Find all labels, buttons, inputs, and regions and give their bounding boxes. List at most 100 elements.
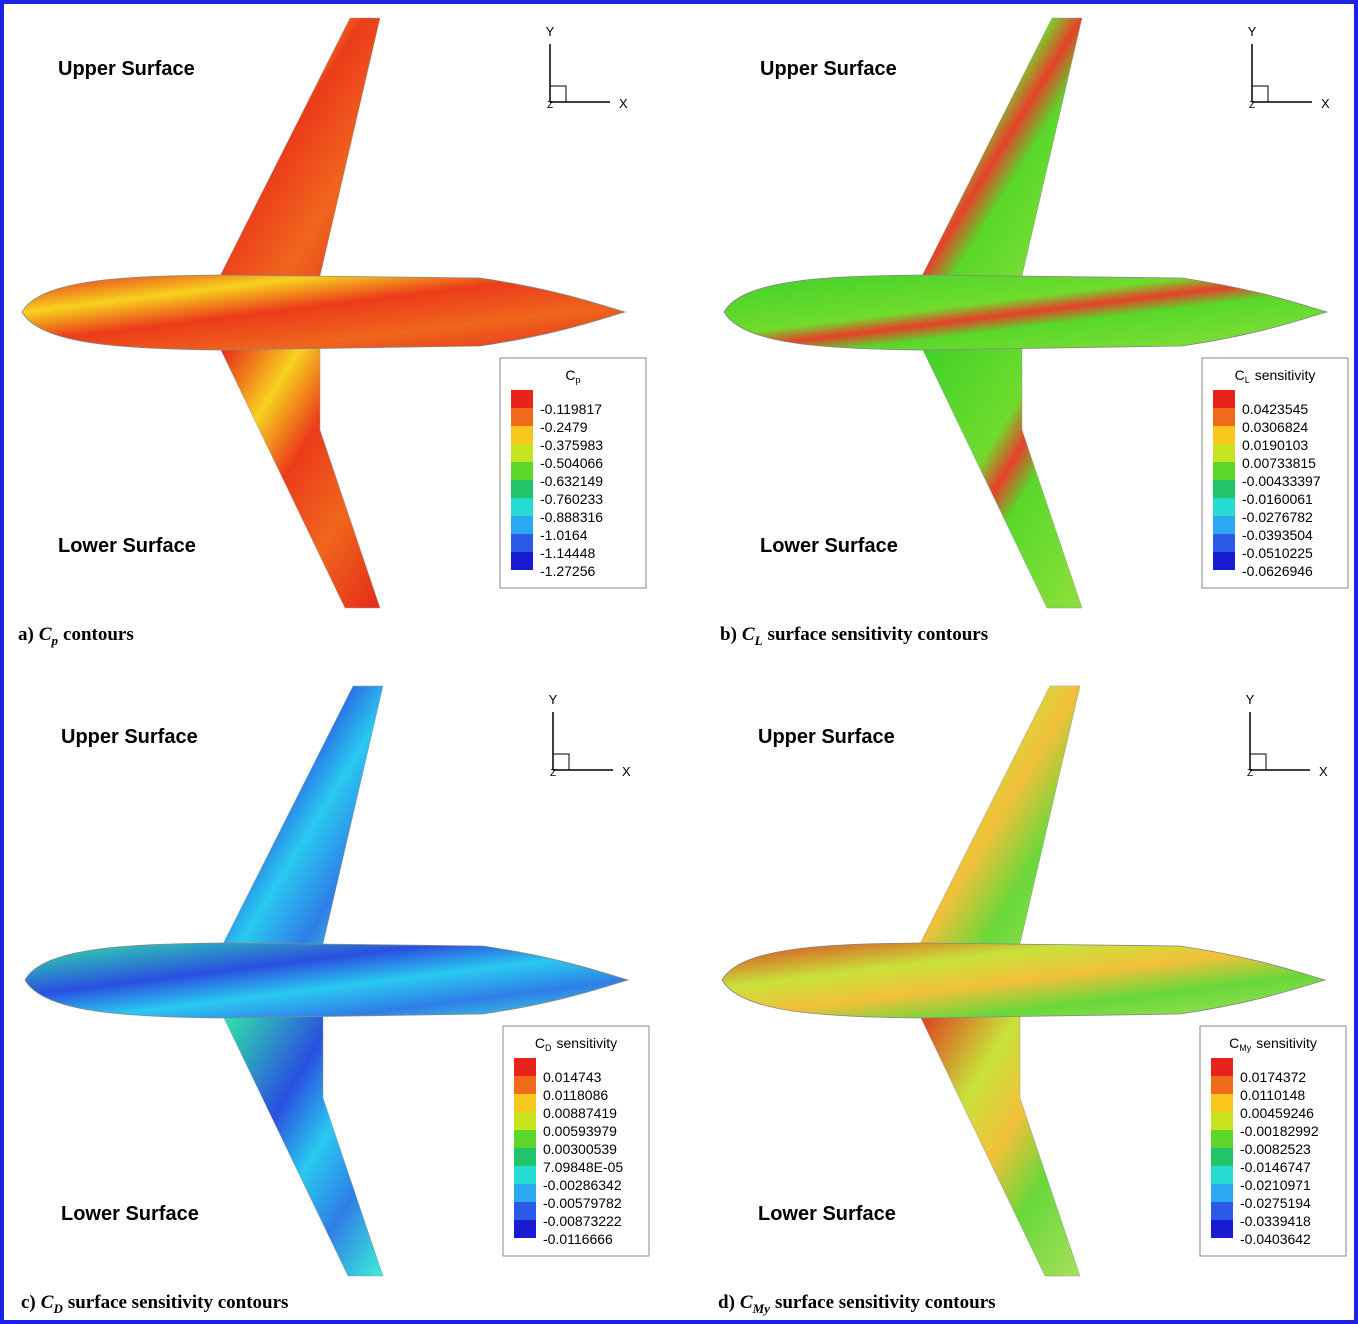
colorbar-band xyxy=(1211,1202,1233,1220)
upper-surface-label: Upper Surface xyxy=(61,726,198,748)
legend-text: sensitivity xyxy=(1256,1035,1317,1051)
fuselage xyxy=(25,943,628,1018)
caption-symbol: C xyxy=(740,1292,753,1313)
legend-symbol: C xyxy=(535,1035,545,1051)
caption-symbol: C xyxy=(41,1292,54,1313)
legend-label: 7.09848E-05 xyxy=(543,1159,623,1175)
legend-label: -0.0146747 xyxy=(1240,1159,1311,1175)
legend-label: -1.27256 xyxy=(540,563,595,579)
legend-label: -0.00579782 xyxy=(543,1195,622,1211)
legend-label: -0.0510225 xyxy=(1242,545,1313,561)
legend-subscript: p xyxy=(576,375,581,385)
legend-label: -0.632149 xyxy=(540,473,603,489)
axis-x-label: X xyxy=(1321,96,1330,111)
colorbar-band xyxy=(1211,1112,1233,1130)
legend-label: -1.14448 xyxy=(540,545,595,561)
legend-label: 0.00593979 xyxy=(543,1123,617,1139)
legend-symbol: C xyxy=(1235,367,1245,383)
colorbar-band xyxy=(511,534,533,552)
upper-wing xyxy=(223,686,383,944)
upper-surface-label: Upper Surface xyxy=(760,58,897,80)
legend-label: 0.00300539 xyxy=(543,1141,617,1157)
axis-y-label: Y xyxy=(549,692,558,707)
legend-text: sensitivity xyxy=(556,1035,617,1051)
colorbar-band xyxy=(1211,1166,1233,1184)
lower-surface-label: Lower Surface xyxy=(760,535,898,557)
caption-text: surface sensitivity contours xyxy=(775,1292,996,1313)
legend-label: -0.504066 xyxy=(540,455,603,471)
caption: d)CMy surface sensitivity contours xyxy=(718,1292,996,1316)
fuselage xyxy=(22,275,625,350)
legend-text: sensitivity xyxy=(1255,367,1316,383)
colorbar-band xyxy=(1213,498,1235,516)
caption: a)Cpcontours xyxy=(18,624,134,648)
legend-label: -0.0116666 xyxy=(543,1231,613,1247)
legend-label: -0.119817 xyxy=(540,401,602,417)
caption-subscript: D xyxy=(52,1301,63,1316)
caption-symbol: C xyxy=(742,624,755,645)
caption-label: d) xyxy=(718,1292,735,1313)
colorbar-band xyxy=(1213,552,1235,570)
legend-label: -0.0210971 xyxy=(1240,1177,1311,1193)
legend-label: -0.375983 xyxy=(540,437,603,453)
colorbar-band xyxy=(514,1058,536,1076)
colorbar-band xyxy=(1213,516,1235,534)
legend-label: -0.0403642 xyxy=(1240,1231,1311,1247)
legend-subscript: D xyxy=(545,1043,552,1053)
caption-label: b) xyxy=(720,624,737,645)
legend-label: -0.0275194 xyxy=(1240,1195,1311,1211)
upper-wing xyxy=(922,18,1082,276)
legend-label: -0.0276782 xyxy=(1242,509,1313,525)
legend-label: -0.0626946 xyxy=(1242,563,1313,579)
colorbar-band xyxy=(1213,408,1235,426)
colorbar-band xyxy=(511,552,533,570)
fuselage xyxy=(724,275,1327,350)
legend-label: -0.00433397 xyxy=(1242,473,1321,489)
caption-text: surface sensitivity contours xyxy=(68,1292,289,1313)
legend-label: -0.888316 xyxy=(540,509,603,525)
upper-surface-label: Upper Surface xyxy=(58,58,195,80)
colorbar-band xyxy=(511,390,533,408)
colorbar-band xyxy=(1213,390,1235,408)
colorbar-band xyxy=(1213,480,1235,498)
colorbar-band xyxy=(1211,1076,1233,1094)
colorbar-band xyxy=(1213,534,1235,552)
caption-text: contours xyxy=(63,624,134,645)
legend-label: 0.0190103 xyxy=(1242,437,1308,453)
caption-text: surface sensitivity contours xyxy=(768,624,989,645)
legend-label: -0.00873222 xyxy=(543,1213,622,1229)
legend-label: -1.0164 xyxy=(540,527,588,543)
colorbar-band xyxy=(514,1130,536,1148)
lower-wing xyxy=(920,1016,1080,1276)
colorbar-band xyxy=(511,444,533,462)
colorbar-band xyxy=(511,462,533,480)
axis-z-label: Z xyxy=(550,768,556,779)
legend-label: 0.0423545 xyxy=(1242,401,1308,417)
axis-z-label: Z xyxy=(1249,100,1255,111)
colorbar-band xyxy=(1213,444,1235,462)
lower-wing xyxy=(223,1016,383,1276)
colorbar-band xyxy=(514,1202,536,1220)
figure-border xyxy=(2,2,1356,1322)
colorbar-band xyxy=(514,1184,536,1202)
lower-wing xyxy=(220,348,380,608)
caption-subscript: My xyxy=(752,1301,771,1316)
legend-label: 0.0174372 xyxy=(1240,1069,1306,1085)
lower-surface-label: Lower Surface xyxy=(61,1203,199,1225)
colorbar-band xyxy=(511,408,533,426)
axis-z-label: Z xyxy=(1247,768,1253,779)
colorbar-band xyxy=(1213,462,1235,480)
axis-y-label: Y xyxy=(546,24,555,39)
legend-subscript: My xyxy=(1239,1043,1251,1053)
legend-label: 0.0118086 xyxy=(543,1087,608,1103)
legend-label: -0.0339418 xyxy=(1240,1213,1311,1229)
legend-symbol: C xyxy=(565,367,575,383)
axis-x-label: X xyxy=(622,764,631,779)
lower-wing xyxy=(922,348,1082,608)
colorbar-band xyxy=(514,1166,536,1184)
colorbar-band xyxy=(1211,1130,1233,1148)
legend-label: -0.2479 xyxy=(540,419,588,435)
lower-surface-label: Lower Surface xyxy=(758,1203,896,1225)
